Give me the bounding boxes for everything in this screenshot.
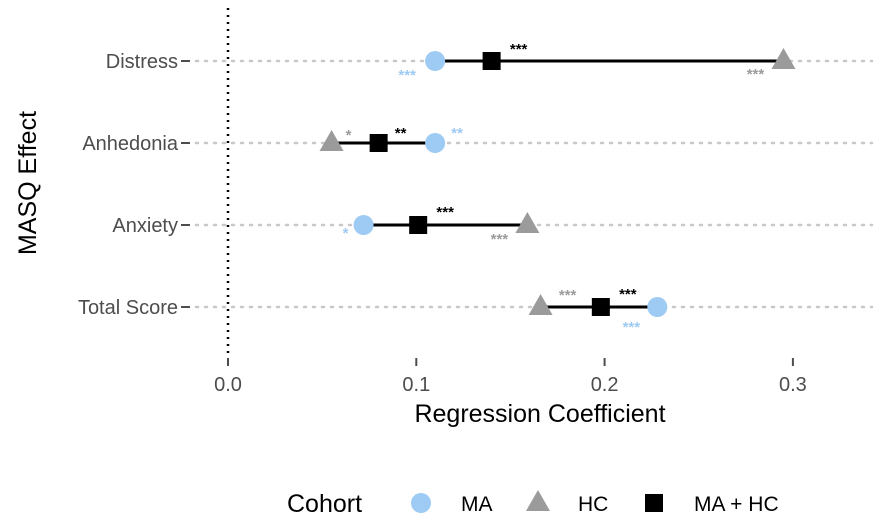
legend-label: MA + HC: [694, 493, 779, 516]
x-tick-label: 0.1: [402, 374, 430, 396]
significance-label: ***: [398, 67, 416, 84]
x-tick-label: 0.2: [591, 374, 619, 396]
legend-label: MA: [461, 493, 493, 516]
data-point-square: [409, 216, 428, 234]
data-point-square: [591, 298, 610, 316]
legend-label: HC: [578, 493, 608, 516]
data-point-square: [482, 52, 501, 70]
y-axis-ticks: Distress Anhedonia Anxiety Total Score: [78, 51, 190, 319]
data-point-circle: [647, 297, 668, 317]
data-point-square: [369, 134, 388, 152]
data-point-triangle: [319, 129, 344, 151]
significance-labels: ******************************: [343, 41, 765, 336]
significance-label: *: [343, 225, 349, 242]
data-points: [319, 47, 796, 317]
data-point-triangle: [515, 211, 540, 233]
legend: Cohort MA HC MA + HC: [287, 489, 779, 518]
x-tick-label: 0.0: [214, 374, 242, 396]
y-tick-label: Total Score: [78, 297, 178, 319]
significance-label: ***: [559, 287, 577, 304]
significance-label: **: [395, 125, 407, 142]
significance-label: ***: [619, 286, 637, 303]
significance-label: ***: [510, 41, 528, 58]
significance-label: *: [346, 127, 352, 144]
x-tick-label: 0.3: [779, 374, 807, 396]
legend-marker-circle: [411, 493, 431, 513]
y-tick-label: Anhedonia: [82, 133, 179, 155]
significance-label: ***: [491, 231, 509, 248]
legend-items: MA HC MA + HC: [411, 489, 779, 516]
legend-title: Cohort: [287, 490, 362, 518]
data-point-circle: [425, 51, 446, 71]
range-lines: [331, 59, 784, 309]
data-point-triangle: [528, 293, 553, 315]
data-point-triangle: [771, 47, 796, 69]
y-tick-label: Distress: [106, 51, 178, 73]
legend-marker-triangle: [526, 489, 550, 511]
significance-label: ***: [436, 204, 454, 221]
significance-label: **: [451, 125, 463, 142]
y-axis-title: MASQ Effect: [14, 111, 42, 255]
data-point-circle: [425, 133, 446, 153]
data-point-circle: [353, 215, 374, 235]
grid-lines: [194, 59, 874, 309]
x-axis-title: Regression Coefficient: [414, 400, 665, 428]
significance-label: ***: [747, 66, 765, 83]
x-axis-ticks: 0.0 0.1 0.2 0.3: [214, 358, 807, 396]
legend-marker-square: [645, 494, 663, 512]
y-tick-label: Anxiety: [112, 215, 178, 237]
significance-label: ***: [623, 319, 641, 336]
